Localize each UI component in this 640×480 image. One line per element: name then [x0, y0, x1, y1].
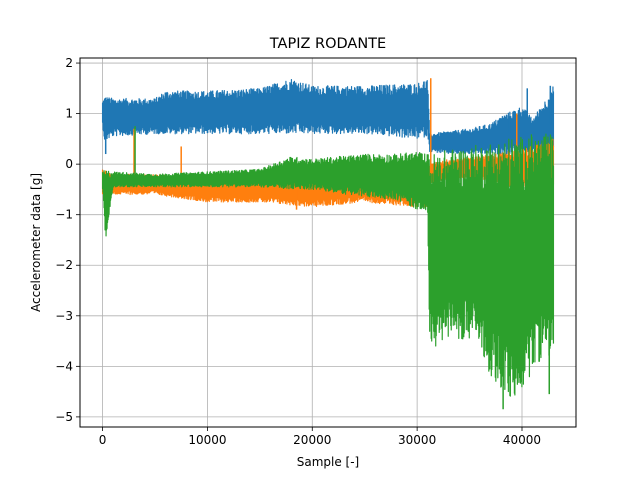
y-tick-label: −5 — [55, 410, 73, 424]
series-line-1 — [101, 78, 555, 159]
series-layer — [101, 78, 555, 410]
x-tick-label: 30000 — [398, 433, 436, 447]
axis-ticks: 0 10000 20000 30000 40000 −5 −4 −3 −2 −1 0 1 2 — [55, 56, 541, 447]
y-tick-label: 1 — [65, 107, 73, 121]
y-tick-label: 2 — [65, 56, 73, 70]
y-axis-label: Accelerometer data [g] — [29, 173, 43, 312]
y-tick-label: −1 — [55, 208, 73, 222]
series-line-3 — [101, 133, 555, 397]
x-tick-label: 10000 — [188, 433, 226, 447]
x-axis-label: Sample [-] — [297, 455, 360, 469]
y-tick-label: −2 — [55, 258, 73, 272]
x-tick-label: 0 — [99, 433, 107, 447]
y-tick-label: −4 — [55, 359, 73, 373]
y-tick-label: −3 — [55, 309, 73, 323]
x-tick-label: 20000 — [293, 433, 331, 447]
chart-title: TAPIZ RODANTE — [269, 36, 386, 52]
plot-frame — [79, 57, 577, 428]
y-tick-label: 0 — [65, 157, 73, 171]
x-tick-label: 40000 — [503, 433, 541, 447]
